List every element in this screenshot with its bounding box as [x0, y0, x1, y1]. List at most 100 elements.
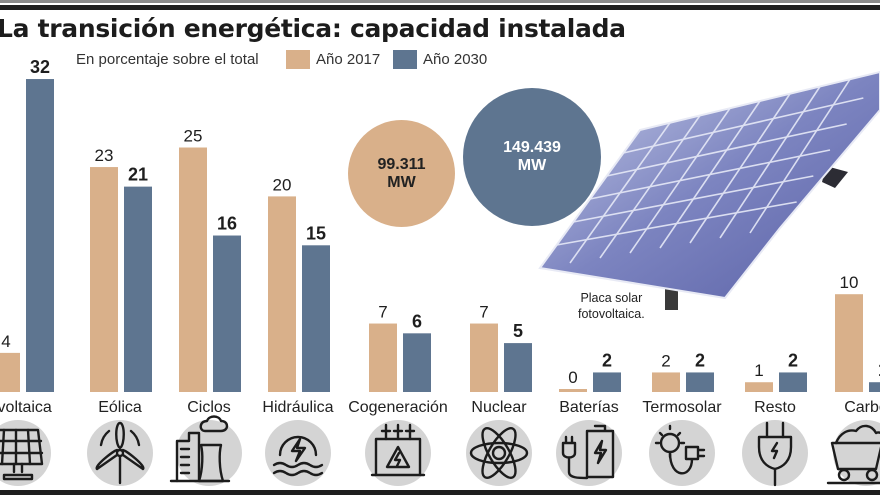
top-rule-thick	[0, 5, 880, 10]
value-label-termosolar-2030: 2	[695, 350, 705, 370]
category-label-carbon: Carbó	[844, 399, 880, 416]
legend-label-2017: Año 2017	[316, 51, 381, 68]
bar-nuclear-2017	[470, 323, 498, 392]
icon-stroke	[272, 461, 324, 477]
bar-ciclos-2017	[179, 147, 207, 392]
value-label-fotovoltaica-2017: 4	[1, 332, 10, 351]
bar-eolica-2030	[124, 186, 152, 392]
bar-group-baterias: 0 2 Baterías	[559, 350, 621, 416]
icon-stroke	[95, 448, 119, 471]
category-label-termosolar: Termosolar	[642, 399, 722, 416]
coal-cart-icon	[826, 420, 880, 486]
value-label-carbon-2030: 1	[878, 360, 880, 380]
panel-surface	[538, 70, 880, 300]
icon-stroke	[770, 441, 779, 487]
solar-panel-icon	[0, 420, 51, 486]
icon-backdrop	[466, 420, 532, 486]
icon-backdrop	[176, 420, 242, 486]
plug-icon	[742, 420, 808, 487]
total-2030-bubble: 149.439 MW	[463, 88, 601, 226]
icon-stroke	[370, 437, 426, 477]
category-label-hidraulica: Hidráulica	[262, 399, 333, 416]
solar-plug-icon	[649, 420, 715, 486]
wind-turbine-icon	[87, 420, 153, 486]
total-2017-unit: MW	[387, 173, 416, 191]
icon-stroke	[585, 424, 615, 479]
category-label-cogeneracion: Cogeneración	[348, 399, 448, 416]
icon-stroke	[199, 415, 229, 433]
legend-label-2030: Año 2030	[423, 51, 488, 68]
value-label-ciclos-2017: 25	[184, 127, 203, 146]
value-label-nuclear-2030: 5	[513, 321, 523, 341]
chart-title: La transición energética: capacidad inst…	[0, 14, 626, 43]
value-label-ciclos-2030: 16	[217, 214, 237, 234]
bar-termosolar-2017	[652, 372, 680, 392]
bar-group-hidraulica: 20 15 Hidráulica	[262, 175, 333, 416]
icon-stroke	[380, 423, 416, 441]
icon-stroke	[0, 428, 44, 466]
top-rule-thin	[0, 0, 880, 3]
legend-swatch-2017	[286, 50, 310, 69]
photo-caption-line1: Placa solar	[580, 291, 643, 305]
icon-stroke	[278, 435, 318, 457]
value-label-resto-2030: 2	[788, 350, 798, 370]
bar-cogeneracion-2030	[403, 333, 431, 392]
icon-stroke	[2, 462, 34, 481]
photo-caption-line2: fotovoltaica.	[578, 307, 645, 321]
bar-carbon-2030	[869, 382, 880, 392]
category-label-fotovoltaica: tovoltaica	[0, 399, 52, 416]
value-label-hidraulica-2030: 15	[306, 223, 326, 243]
solar-panel-photo	[538, 70, 880, 310]
bar-baterias-2030	[593, 372, 621, 392]
icon-stroke	[99, 429, 141, 485]
legend-item-2030: Año 2030	[393, 50, 487, 69]
bar-fotovoltaica-2030	[26, 79, 54, 392]
bar-group-carbon: 10 1 Carbó	[835, 273, 880, 416]
power-plant-icon	[169, 415, 242, 486]
bar-resto-2017	[745, 382, 773, 392]
category-label-ciclos: Ciclos	[187, 399, 231, 416]
bar-group-fotovoltaica: 4 32 tovoltaica	[0, 57, 54, 416]
value-label-cogeneracion-2030: 6	[412, 311, 422, 331]
bar-hidraulica-2017	[268, 196, 296, 392]
value-label-termosolar-2017: 2	[661, 351, 670, 370]
bar-nuclear-2030	[504, 343, 532, 392]
battery-icon	[556, 420, 622, 486]
value-label-eolica-2030: 21	[128, 165, 148, 185]
total-2030-value: 149.439	[503, 139, 561, 156]
bar-fotovoltaica-2017	[0, 352, 20, 392]
icon-stroke	[593, 439, 608, 465]
icon-stroke	[668, 445, 706, 475]
bar-baterias-2017	[559, 389, 587, 392]
bar-eolica-2017	[90, 167, 118, 392]
panel-grid-lines	[556, 78, 864, 264]
bar-termosolar-2030	[686, 372, 714, 392]
icon-stroke	[830, 441, 880, 471]
value-label-baterias-2017: 0	[568, 368, 577, 387]
value-label-eolica-2017: 23	[95, 146, 114, 165]
transformer-icon	[365, 420, 431, 486]
icon-stroke	[121, 448, 145, 471]
bar-carbon-2017	[835, 294, 863, 392]
bottom-rule	[0, 490, 880, 495]
value-label-carbon-2017: 10	[840, 273, 859, 292]
icon-backdrop	[649, 420, 715, 486]
value-label-nuclear-2017: 7	[479, 303, 488, 322]
icon-stroke	[834, 424, 880, 445]
icon-stroke	[115, 421, 125, 450]
icon-stroke	[0, 428, 32, 466]
value-label-baterias-2030: 2	[602, 350, 612, 370]
icon-stroke	[385, 445, 411, 469]
category-label-baterias: Baterías	[559, 399, 619, 416]
chart-subtitle: En porcentaje sobre el total	[76, 51, 259, 68]
category-label-resto: Resto	[754, 399, 796, 416]
bar-group-termosolar: 2 2 Termosolar	[642, 350, 722, 416]
bar-group-cogeneracion: 7 6 Cogeneración	[348, 303, 448, 416]
value-label-hidraulica-2017: 20	[273, 175, 292, 194]
bar-ciclos-2030	[213, 235, 241, 392]
hydro-icon	[265, 420, 331, 486]
total-2017-bubble: 99.311 MW	[348, 120, 455, 227]
bar-group-resto: 1 2 Resto	[745, 350, 807, 416]
category-label-nuclear: Nuclear	[471, 399, 527, 416]
